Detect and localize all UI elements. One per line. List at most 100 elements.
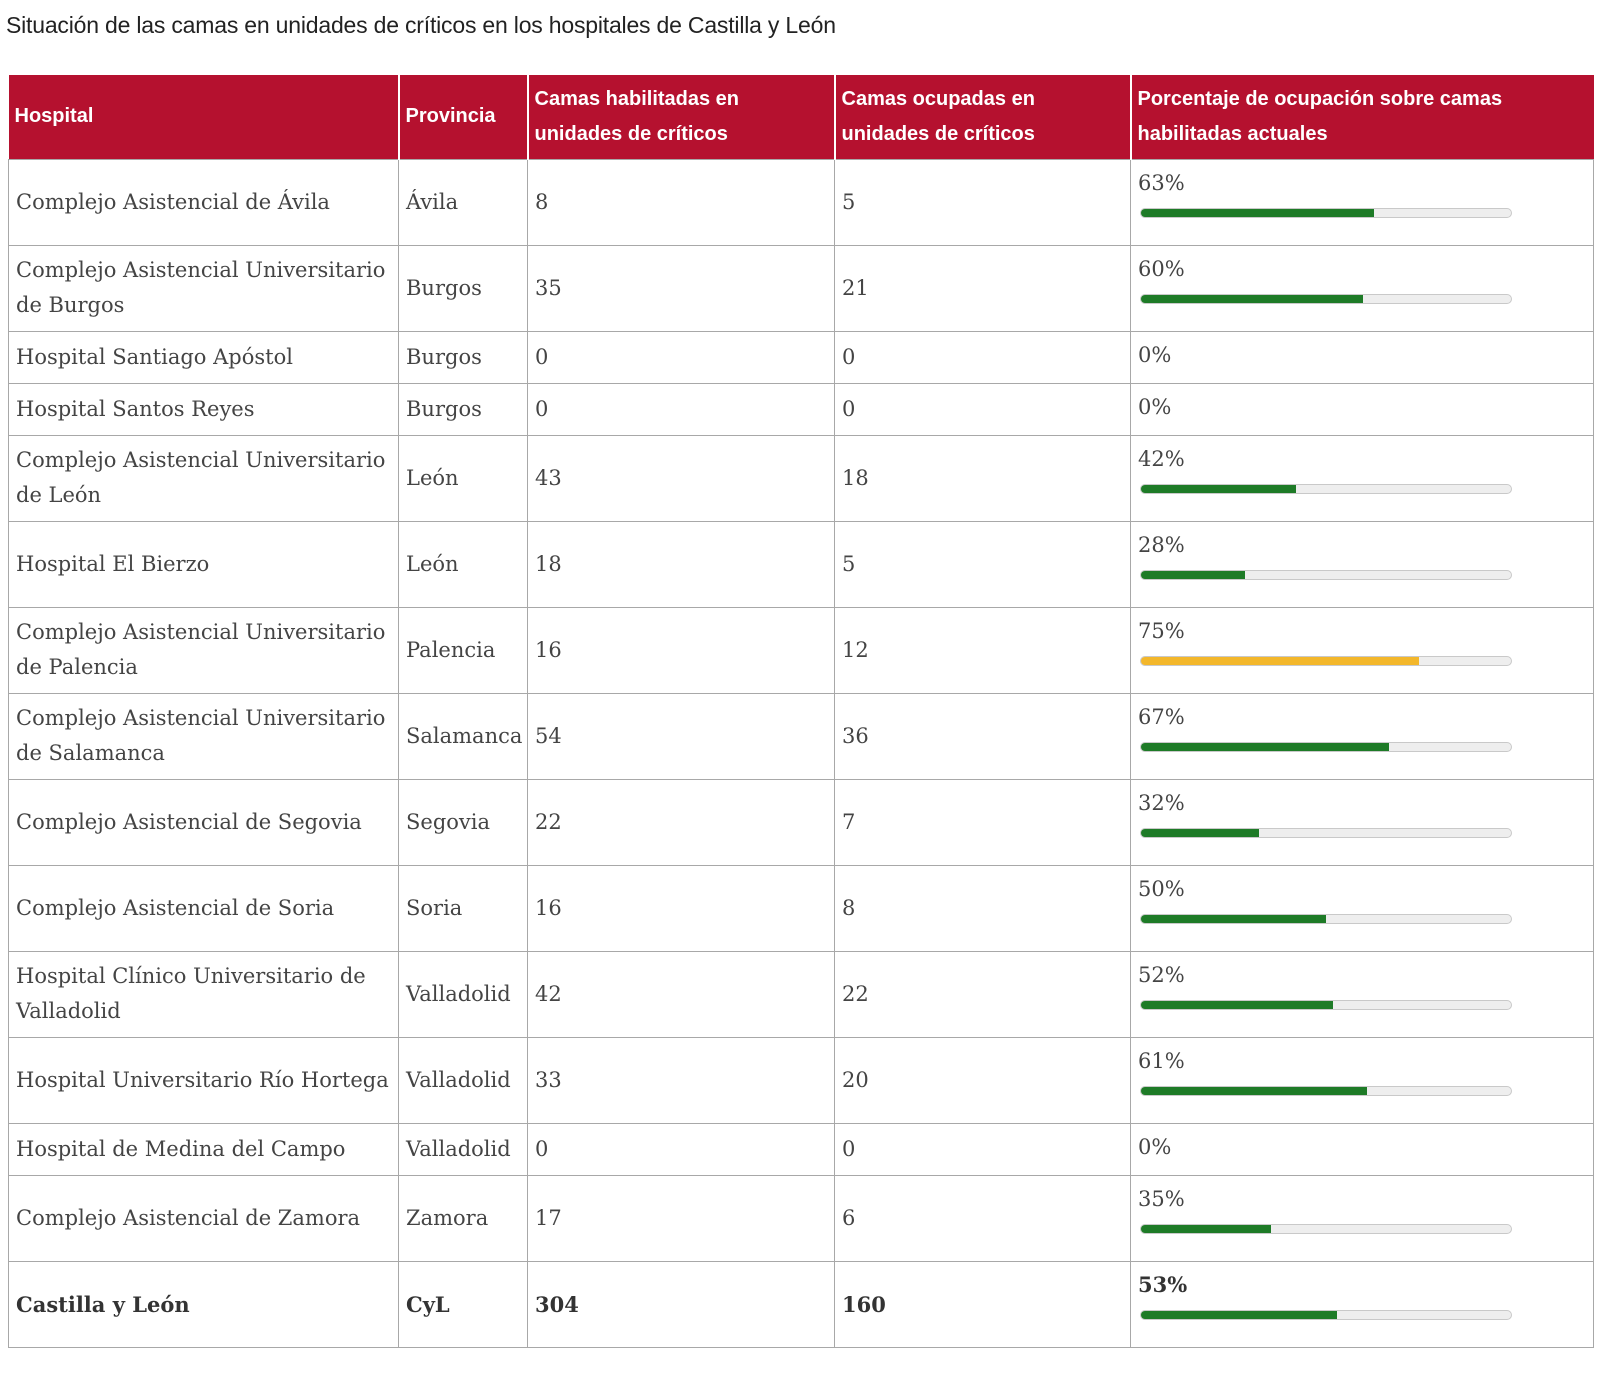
- hospital-cell: Complejo Asistencial de Soria: [8, 864, 399, 952]
- occupancy-progress-bar: [1140, 655, 1512, 666]
- camas-habilitadas-cell: 0: [527, 382, 835, 436]
- occupancy-progress-fill: [1141, 1310, 1338, 1319]
- occupancy-progress-bar: [1140, 293, 1512, 304]
- occupancy-progress-fill: [1141, 208, 1375, 217]
- camas-habilitadas-cell: 42: [527, 950, 835, 1038]
- camas-ocupadas-cell: 18: [834, 434, 1131, 522]
- camas-habilitadas-cell: 22: [527, 778, 835, 866]
- table-row: Complejo Asistencial Universitario de Sa…: [8, 692, 1594, 780]
- percentage-label: 35%: [1138, 1186, 1185, 1211]
- occupancy-progress-bar: [1140, 999, 1512, 1010]
- porcentaje-cell: 50%: [1130, 864, 1594, 952]
- porcentaje-cell: 60%: [1130, 244, 1594, 332]
- camas-ocupadas-cell: 21: [834, 244, 1131, 332]
- beds-table: Hospital Provincia Camas habilitadas en …: [8, 75, 1594, 1348]
- camas-ocupadas-cell: 7: [834, 778, 1131, 866]
- hospital-cell: Complejo Asistencial Universitario de Le…: [8, 434, 399, 522]
- porcentaje-cell: 61%: [1130, 1036, 1594, 1124]
- camas-ocupadas-cell: 36: [834, 692, 1131, 780]
- provincia-cell: León: [398, 520, 528, 608]
- hospital-cell: Complejo Asistencial Universitario de Sa…: [8, 692, 399, 780]
- camas-ocupadas-cell: 6: [834, 1174, 1131, 1262]
- percentage-label: 52%: [1138, 962, 1185, 987]
- provincia-cell: Palencia: [398, 606, 528, 694]
- percentage-label: 0%: [1138, 394, 1172, 419]
- porcentaje-cell: 0%: [1130, 330, 1594, 384]
- occupancy-progress-bar: [1140, 1309, 1512, 1320]
- provincia-cell: Ávila: [398, 158, 528, 246]
- porcentaje-cell: 63%: [1130, 158, 1594, 246]
- header-hospital: Hospital: [8, 75, 399, 159]
- occupancy-progress-bar: [1140, 913, 1512, 924]
- table-row: Complejo Asistencial de Ávila Ávila 8 5 63%: [8, 158, 1594, 246]
- percentage-label: 60%: [1138, 256, 1185, 281]
- camas-habilitadas-cell: 33: [527, 1036, 835, 1124]
- provincia-cell: Valladolid: [398, 1036, 528, 1124]
- provincia-cell: Salamanca: [398, 692, 528, 780]
- table-row: Hospital El Bierzo León 18 5 28%: [8, 520, 1594, 608]
- camas-ocupadas-cell: 5: [834, 158, 1131, 246]
- hospital-cell: Complejo Asistencial Universitario de Pa…: [8, 606, 399, 694]
- hospital-cell: Hospital Universitario Río Hortega: [8, 1036, 399, 1124]
- header-row: Hospital Provincia Camas habilitadas en …: [8, 75, 1594, 159]
- camas-ocupadas-cell: 0: [834, 1122, 1131, 1176]
- camas-habilitadas-cell: 304: [527, 1260, 835, 1348]
- occupancy-progress-fill: [1141, 656, 1419, 665]
- porcentaje-cell: 28%: [1130, 520, 1594, 608]
- table-row: Complejo Asistencial Universitario de Pa…: [8, 606, 1594, 694]
- provincia-cell: Segovia: [398, 778, 528, 866]
- occupancy-progress-bar: [1140, 207, 1512, 218]
- occupancy-progress-fill: [1141, 294, 1363, 303]
- table-row: Hospital Santos Reyes Burgos 0 0 0%: [8, 382, 1594, 436]
- porcentaje-cell: 0%: [1130, 1122, 1594, 1176]
- camas-ocupadas-cell: 22: [834, 950, 1131, 1038]
- occupancy-progress-fill: [1141, 570, 1245, 579]
- percentage-label: 50%: [1138, 876, 1185, 901]
- table-row: Hospital Universitario Río Hortega Vallad…: [8, 1036, 1594, 1124]
- camas-habilitadas-cell: 18: [527, 520, 835, 608]
- camas-habilitadas-cell: 8: [527, 158, 835, 246]
- hospital-cell: Hospital Clínico Universitario de Vallad…: [8, 950, 399, 1038]
- occupancy-progress-fill: [1141, 914, 1326, 923]
- porcentaje-cell: 67%: [1130, 692, 1594, 780]
- occupancy-progress-bar: [1140, 827, 1512, 838]
- hospital-cell: Hospital Santos Reyes: [8, 382, 399, 436]
- camas-habilitadas-cell: 17: [527, 1174, 835, 1262]
- header-provincia: Provincia: [397, 75, 528, 159]
- camas-habilitadas-cell: 16: [527, 864, 835, 952]
- camas-habilitadas-cell: 35: [527, 244, 835, 332]
- porcentaje-cell: 52%: [1130, 950, 1594, 1038]
- occupancy-progress-fill: [1141, 742, 1389, 751]
- table-row: Complejo Asistencial de Segovia Segovia 22…: [8, 778, 1594, 866]
- percentage-label: 0%: [1138, 1134, 1172, 1159]
- hospital-cell: Hospital El Bierzo: [8, 520, 399, 608]
- table-row: Complejo Asistencial de Zamora Zamora 17 6 3…: [8, 1174, 1594, 1262]
- hospital-cell: Castilla y León: [8, 1260, 399, 1348]
- table-row: Hospital Santiago Apóstol Burgos 0 0 0%: [8, 330, 1594, 384]
- header-camas-habilitadas: Camas habilitadas en unidades de crítico…: [526, 75, 835, 159]
- porcentaje-cell: 75%: [1130, 606, 1594, 694]
- percentage-label: 67%: [1138, 704, 1185, 729]
- hospital-cell: Hospital Santiago Apóstol: [8, 330, 399, 384]
- provincia-cell: Valladolid: [398, 950, 528, 1038]
- camas-ocupadas-cell: 5: [834, 520, 1131, 608]
- provincia-cell: Valladolid: [398, 1122, 528, 1176]
- hospital-cell: Complejo Asistencial Universitario de Bu…: [8, 244, 399, 332]
- occupancy-progress-bar: [1140, 1085, 1512, 1096]
- provincia-cell: CyL: [398, 1260, 528, 1348]
- camas-ocupadas-cell: 160: [834, 1260, 1131, 1348]
- table-row: Complejo Asistencial Universitario de Le…: [8, 434, 1594, 522]
- table-row: Complejo Asistencial de Soria Soria 16 8 50%: [8, 864, 1594, 952]
- hospital-cell: Hospital de Medina del Campo: [8, 1122, 399, 1176]
- occupancy-progress-fill: [1141, 828, 1260, 837]
- page-title: Situación de las camas en unidades de cr…: [6, 12, 836, 38]
- table-row: Complejo Asistencial Universitario de Bu…: [8, 244, 1594, 332]
- porcentaje-cell: 32%: [1130, 778, 1594, 866]
- porcentaje-cell: 53%: [1130, 1260, 1594, 1348]
- table-row: Hospital de Medina del Campo Valladolid 0 0…: [8, 1122, 1594, 1176]
- camas-ocupadas-cell: 8: [834, 864, 1131, 952]
- camas-habilitadas-cell: 54: [527, 692, 835, 780]
- percentage-label: 53%: [1138, 1271, 1188, 1297]
- percentage-label: 42%: [1138, 446, 1185, 471]
- occupancy-progress-fill: [1141, 1000, 1334, 1009]
